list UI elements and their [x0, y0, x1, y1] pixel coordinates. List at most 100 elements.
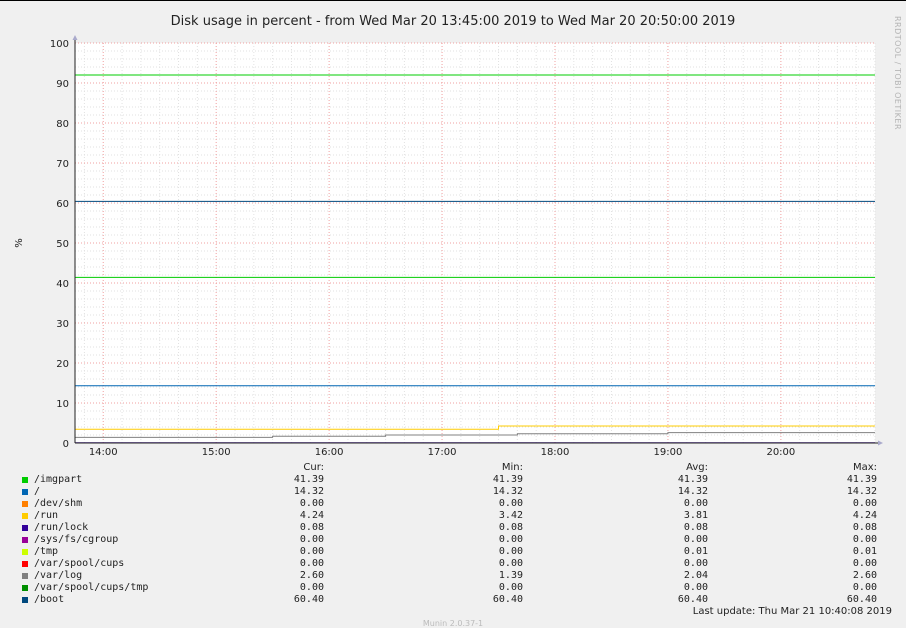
legend-series-name: /var/spool/cups/tmp — [34, 582, 149, 593]
y-tick-label: 0 — [63, 439, 69, 450]
legend-swatch — [22, 537, 28, 543]
legend-value-min: 0.00 — [498, 582, 523, 593]
x-tick-label: 15:00 — [202, 447, 231, 458]
x-tick-label: 18:00 — [541, 447, 570, 458]
x-axis-arrow — [878, 440, 883, 446]
legend-series-name: /dev/shm — [34, 498, 83, 509]
legend-value-avg: 0.00 — [683, 558, 708, 569]
legend-swatch — [22, 597, 28, 603]
legend-value-max: 4.24 — [852, 510, 877, 521]
legend-row: /dev/shm 0.00 0.00 0.00 0.00 — [0, 498, 906, 510]
rrdtool-watermark: RRDTOOL / TOBI OETIKER — [893, 16, 902, 131]
y-tick-label: 80 — [56, 119, 69, 130]
legend-value-min: 0.00 — [498, 534, 523, 545]
legend-value-max: 0.00 — [852, 582, 877, 593]
legend-value-cur: 0.00 — [299, 534, 324, 545]
legend-value-min: 0.00 — [498, 558, 523, 569]
legend-value-max: 0.00 — [852, 534, 877, 545]
legend-value-min: 0.00 — [498, 546, 523, 557]
y-tick-label: 10 — [56, 399, 69, 410]
y-tick-label: 30 — [56, 319, 69, 330]
legend-value-avg: 14.32 — [677, 486, 708, 497]
legend-series-name: /sys/fs/cgroup — [34, 534, 119, 545]
legend-row: /boot 60.40 60.40 60.40 60.40 — [0, 594, 906, 606]
y-tick-label: 70 — [56, 159, 69, 170]
x-tick-label: 19:00 — [654, 447, 683, 458]
legend-value-avg: 0.00 — [683, 582, 708, 593]
legend-value-min: 0.00 — [498, 498, 523, 509]
legend-value-avg: 0.08 — [683, 522, 708, 533]
legend-value-avg: 0.00 — [683, 534, 708, 545]
legend-value-max: 0.00 — [852, 498, 877, 509]
top-border — [0, 0, 906, 1]
legend-value-max: 0.00 — [852, 558, 877, 569]
legend-value-avg: 0.00 — [683, 498, 708, 509]
legend-value-cur: 14.32 — [293, 486, 324, 497]
legend-swatch — [22, 549, 28, 555]
y-tick-label: 50 — [56, 239, 69, 250]
last-update: Last update: Thu Mar 21 10:40:08 2019 — [692, 606, 892, 617]
legend-row: / 14.32 14.32 14.32 14.32 — [0, 486, 906, 498]
legend-value-min: 0.08 — [498, 522, 523, 533]
legend-value-min: 1.39 — [498, 570, 523, 581]
legend-series-name: /run — [34, 510, 59, 521]
legend-series-name: /imgpart — [34, 474, 83, 485]
y-axis-arrow — [72, 35, 78, 40]
legend-value-cur: 60.40 — [293, 594, 324, 605]
chart-title: Disk usage in percent - from Wed Mar 20 … — [170, 14, 736, 29]
legend-value-min: 41.39 — [492, 474, 523, 485]
y-tick-label: 20 — [56, 359, 69, 370]
legend-value-cur: 4.24 — [299, 510, 324, 521]
legend-value-cur: 0.00 — [299, 582, 324, 593]
legend-value-avg: 41.39 — [677, 474, 708, 485]
legend-value-max: 2.60 — [852, 570, 877, 581]
legend-row: /var/spool/cups/tmp 0.00 0.00 0.00 0.00 — [0, 582, 906, 594]
legend-value-cur: 0.00 — [299, 498, 324, 509]
series-line-3 — [75, 425, 875, 430]
legend-row: /imgpart 41.39 41.39 41.39 41.39 — [0, 474, 906, 486]
legend-value-max: 60.40 — [846, 594, 877, 605]
legend-row: /var/log 2.60 1.39 2.04 2.60 — [0, 570, 906, 582]
legend-series-name: /tmp — [34, 546, 59, 557]
legend-row: /tmp 0.00 0.00 0.01 0.01 — [0, 546, 906, 558]
legend-series-name: /boot — [34, 594, 65, 605]
legend-value-min: 60.40 — [492, 594, 523, 605]
x-tick-label: 16:00 — [315, 447, 344, 458]
legend-swatch — [22, 573, 28, 579]
legend-value-cur: 0.00 — [299, 558, 324, 569]
legend-value-max: 14.32 — [846, 486, 877, 497]
legend-value-min: 3.42 — [498, 510, 523, 521]
legend-swatch — [22, 501, 28, 507]
legend-swatch — [22, 585, 28, 591]
x-tick-label: 14:00 — [89, 447, 118, 458]
legend-series-name: /var/log — [34, 570, 83, 581]
legend-header-min: Min: — [501, 462, 523, 473]
legend-swatch — [22, 525, 28, 531]
legend-row: /sys/fs/cgroup 0.00 0.00 0.00 0.00 — [0, 534, 906, 546]
legend-value-cur: 2.60 — [299, 570, 324, 581]
legend-series-name: /var/spool/cups — [34, 558, 125, 569]
legend-value-min: 14.32 — [492, 486, 523, 497]
legend-header-avg: Avg: — [686, 462, 708, 473]
legend-header-cur: Cur: — [303, 462, 324, 473]
y-tick-label: 90 — [56, 79, 69, 90]
legend-row: /var/spool/cups 0.00 0.00 0.00 0.00 — [0, 558, 906, 570]
legend-value-avg: 2.04 — [683, 570, 708, 581]
y-axis-label: % — [14, 238, 25, 248]
legend-header-max: Max: — [852, 462, 877, 473]
legend-value-cur: 41.39 — [293, 474, 324, 485]
legend-value-max: 41.39 — [846, 474, 877, 485]
legend-series-name: /run/lock — [34, 522, 89, 533]
legend-value-avg: 0.01 — [683, 546, 708, 557]
legend-row: /run/lock 0.08 0.08 0.08 0.08 — [0, 522, 906, 534]
legend-series-name: / — [34, 486, 41, 497]
y-tick-label: 40 — [56, 279, 69, 290]
y-tick-label: 100 — [50, 39, 69, 50]
legend-swatch — [22, 489, 28, 495]
legend-value-avg: 3.81 — [683, 510, 708, 521]
legend-value-max: 0.08 — [852, 522, 877, 533]
y-tick-label: 60 — [56, 199, 69, 210]
legend-row: /run 4.24 3.42 3.81 4.24 — [0, 510, 906, 522]
